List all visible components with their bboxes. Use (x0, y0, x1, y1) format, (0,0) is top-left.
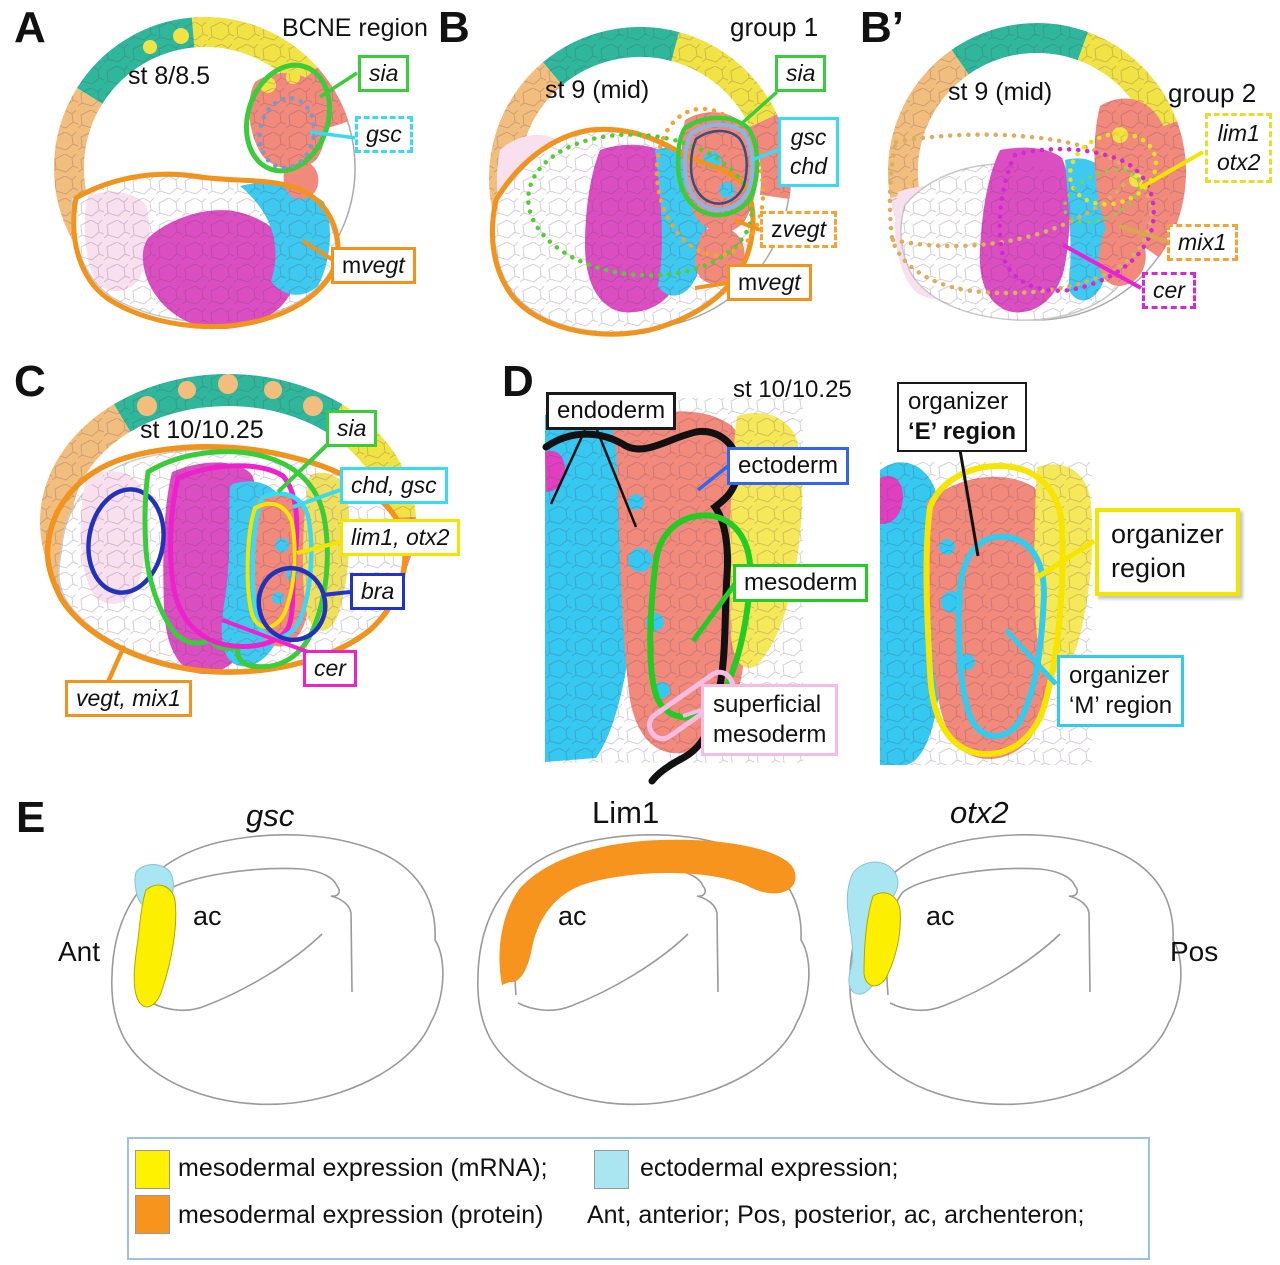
legend-swatch-mrna (135, 1150, 170, 1189)
label-box-sia-c: sia (326, 410, 378, 447)
label-box-cer-bp: cer (1142, 272, 1196, 309)
title-lim1: Lim1 (592, 795, 660, 830)
panel-letter-c: C (14, 357, 46, 406)
label-box-endoderm: endoderm (546, 392, 677, 430)
ac-label-gsc: ac (193, 901, 222, 931)
label-box-vegt-mix1-c: vegt, mix1 (65, 680, 192, 717)
label-box-organizer-region: organizer region (1095, 508, 1240, 596)
embryo-b-prime (887, 23, 1204, 321)
group2-title: group 2 (1168, 78, 1257, 108)
label-box-mvegt-b: mvegt (727, 264, 812, 301)
panel-letter-d: D (502, 357, 534, 406)
label-box-ectoderm: ectoderm (727, 447, 850, 485)
sagittal-lim1 (476, 834, 810, 1106)
label-box-organizer-e-region: organizer ‘E’ region (897, 382, 1028, 452)
label-box-mesoderm: mesoderm (733, 564, 869, 602)
label-box-lim1-otx2-bp: lim1 otx2 (1205, 113, 1273, 183)
label-box-gsc-chd-b: gsc chd (778, 117, 840, 187)
label-box-cer-c: cer (303, 650, 357, 687)
anterior-label: Ant (58, 936, 101, 967)
label-box-mvegt-a: mvegt (331, 247, 416, 284)
label-box-mix1-bp: mix1 (1167, 224, 1238, 261)
legend-label-mrna: mesodermal expression (mRNA); (178, 1154, 548, 1182)
stage-label-c: st 10/10.25 (140, 416, 264, 444)
embryo-b (489, 26, 792, 337)
title-otx2: otx2 (950, 795, 1009, 830)
ac-label-otx2: ac (926, 901, 955, 931)
stage-label-a: st 8/8.5 (128, 62, 210, 90)
legend-abbreviations: Ant, anterior; Pos, posterior, ac, arche… (587, 1201, 1085, 1229)
panel-letter-a: A (14, 3, 46, 52)
stage-label-d: st 10/10.25 (733, 376, 852, 403)
legend-box: mesodermal expression (mRNA); ectodermal… (127, 1137, 1150, 1260)
bcne-region-title: BCNE region (282, 14, 428, 42)
sagittal-gsc (110, 834, 444, 1106)
label-box-lim1-otx2-c: lim1, otx2 (340, 519, 461, 556)
label-box-gsc-a: gsc (355, 116, 413, 153)
legend-swatch-protein (135, 1195, 170, 1234)
panel-letter-b: B (438, 3, 470, 52)
legend-swatch-ectodermal (594, 1150, 629, 1189)
posterior-label: Pos (1170, 936, 1219, 967)
legend-label-protein: mesodermal expression (protein) (178, 1201, 544, 1229)
panel-letter-b-prime: B’ (860, 3, 904, 52)
panel-letter-e: E (16, 793, 46, 842)
legend-label-ectodermal: ectodermal expression; (640, 1154, 899, 1182)
embryo-a (54, 16, 358, 330)
ac-label-lim1: ac (558, 901, 587, 931)
stage-label-b: st 9 (mid) (545, 76, 650, 104)
label-box-organizer-m-region: organizer ‘M’ region (1057, 655, 1185, 727)
label-box-zvegt-b: zvegt (760, 211, 837, 248)
embryo-c (40, 374, 416, 683)
title-gsc: gsc (246, 798, 295, 833)
group1-title: group 1 (730, 12, 819, 42)
stage-label-b-prime: st 9 (mid) (948, 78, 1053, 106)
label-box-superficial-mesoderm: superficial mesoderm (701, 684, 839, 756)
label-box-sia-b: sia (775, 55, 827, 92)
section-d-right (880, 443, 1096, 765)
label-box-chd-gsc-c: chd, gsc (340, 467, 448, 504)
sagittal-otx2 (846, 834, 1182, 1106)
label-box-bra-c: bra (350, 573, 406, 610)
label-box-sia-a: sia (358, 55, 410, 92)
